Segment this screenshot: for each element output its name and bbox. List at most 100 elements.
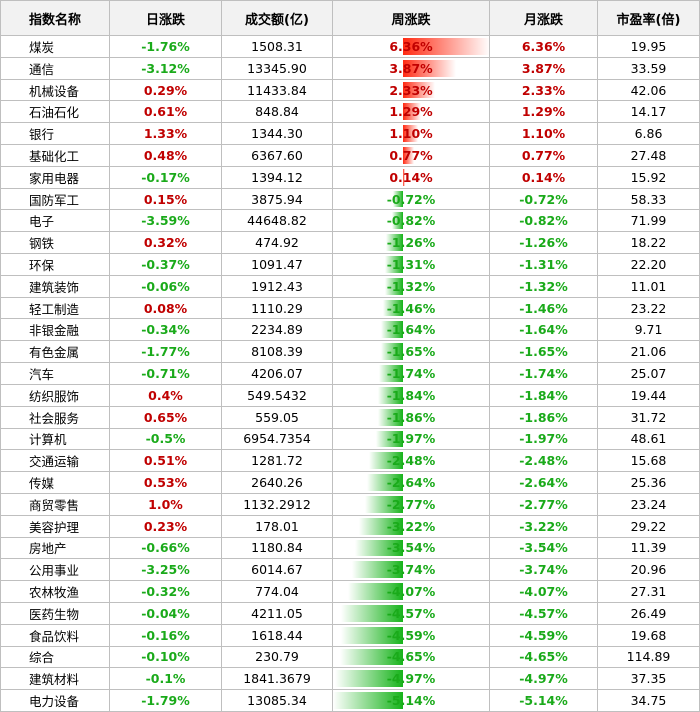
cell-text: 1344.30 [251,126,303,142]
cell-text: 23.22 [630,300,667,316]
cell-text: 0.23% [143,518,188,534]
cell-text: 22.20 [630,256,667,272]
table-cell: 71.99 [598,210,700,233]
cell-text: -1.77% [141,344,190,360]
table-cell: 公用事业 [0,559,110,582]
cell-text: -2.64% [386,475,436,491]
table-cell: -1.26% [333,232,490,255]
table-cell: 114.89 [598,646,700,669]
cell-text: -3.74% [519,562,568,578]
cell-text: 14.17 [630,104,667,120]
cell-text: 非银金融 [29,323,80,339]
cell-text: -4.07% [386,584,436,600]
table-cell: 774.04 [222,581,333,603]
cell-text: 34.75 [630,693,667,709]
table-cell: -1.86% [333,406,490,429]
table-cell: 医药生物 [0,602,110,625]
table-cell: 27.48 [598,145,700,167]
cell-text: -1.86% [386,409,436,425]
table-cell: 0.14% [333,166,490,189]
table-cell: 42.06 [598,79,700,102]
cell-text: 0.48% [143,147,188,163]
table-cell: 1180.84 [222,537,333,560]
cell-text: -0.34% [141,322,190,338]
cell-text: 0.08% [143,300,188,316]
cell-text: 31.72 [630,409,667,425]
cell-text: -2.64% [519,475,568,491]
cell-text: 13085.34 [247,693,307,709]
cell-text: -0.04% [141,605,190,621]
cell-text: -1.46% [386,300,436,316]
cell-text: 27.31 [630,584,667,600]
table-cell: -2.77% [333,493,490,516]
table-cell: 0.4% [110,384,222,407]
cell-text: -0.16% [141,627,190,643]
table-cell: -1.64% [333,319,490,342]
cell-text: 0.32% [143,235,188,251]
table-cell: 交通运输 [0,450,110,473]
table-cell: -1.32% [490,275,598,298]
table-cell: -0.16% [110,624,222,647]
cell-text: 44648.82 [247,213,307,229]
table-cell: 1394.12 [222,166,333,189]
cell-text: 有色金属 [29,345,80,361]
cell-text: 11.01 [630,278,667,294]
table-cell: 电力设备 [0,690,110,712]
table-cell: 建筑材料 [0,668,110,691]
table-cell: 2.33% [333,79,490,102]
table-cell: 煤炭 [0,36,110,58]
cell-text: 商贸零售 [29,497,80,513]
table-cell: 0.29% [110,79,222,102]
cell-text: 2.33% [521,82,566,98]
cell-text: 19.68 [630,627,667,643]
cell-text: 周涨跌 [391,12,431,28]
cell-text: 6367.60 [251,147,303,163]
table-cell: 房地产 [0,537,110,560]
data-bar [335,670,404,688]
table-cell: 6954.7354 [222,428,333,451]
data-bar [359,517,404,535]
data-bar [340,604,404,622]
table-cell: -0.1% [110,668,222,691]
table-cell: 机械设备 [0,79,110,102]
table-cell: -1.64% [490,319,598,342]
cell-text: 0.51% [143,453,188,469]
cell-text: 0.14% [389,169,433,185]
cell-text: 1.0% [148,496,183,512]
cell-text: 0.4% [148,387,183,403]
table-cell: 19.68 [598,624,700,647]
data-bar [339,648,404,666]
data-bar [365,495,404,513]
cell-text: 指数名称 [28,12,81,28]
table-cell: 1.29% [490,101,598,124]
cell-text: 114.89 [626,649,671,665]
cell-text: -3.59% [141,213,190,229]
table-cell: -4.57% [333,602,490,625]
table-cell: 0.23% [110,515,222,538]
table-cell: 纺织服饰 [0,384,110,407]
data-bar [403,168,406,186]
table-cell: -1.74% [333,363,490,385]
table-cell: 电子 [0,210,110,233]
data-bar [383,299,404,317]
table-cell: -4.97% [333,668,490,691]
table-cell: 0.08% [110,297,222,320]
cell-text: 银行 [29,127,55,143]
cell-text: -0.72% [386,191,436,207]
cell-text: 月涨跌 [523,12,563,28]
cell-text: -1.74% [519,365,568,381]
cell-text: 0.77% [521,147,566,163]
table-cell: 国防军工 [0,188,110,211]
table-cell: 美容护理 [0,515,110,538]
cell-text: 6014.67 [251,562,303,578]
cell-text: 基础化工 [29,148,80,164]
cell-text: 4211.05 [251,605,303,621]
data-bar [347,583,404,600]
cell-text: -3.74% [386,562,436,578]
data-bar [352,561,404,579]
table-cell: 1912.43 [222,275,333,298]
table-cell: -0.71% [110,363,222,385]
table-cell: 0.61% [110,101,222,124]
cell-text: 29.22 [630,518,667,534]
table-cell: -1.65% [490,341,598,364]
